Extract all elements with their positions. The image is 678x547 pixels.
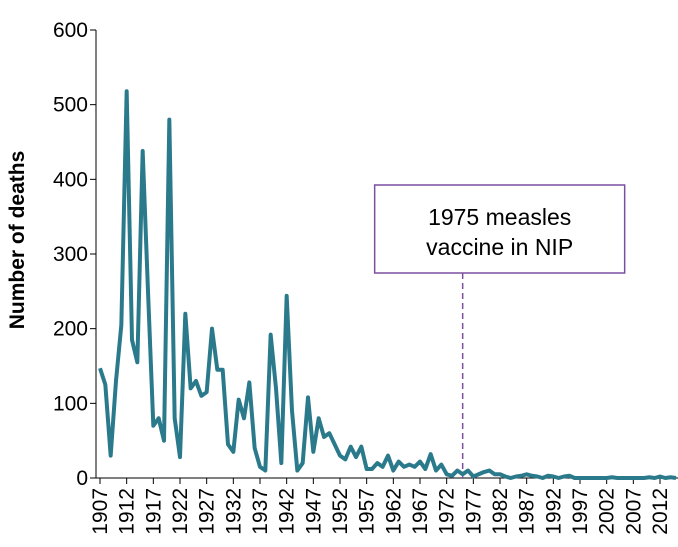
y-axis-label: Number of deaths	[6, 151, 29, 330]
x-tick-label: 1967	[409, 488, 432, 535]
y-tick-label: 500	[53, 94, 88, 117]
annotation-text: vaccine in NIP	[426, 234, 573, 260]
x-tick-label: 1912	[116, 488, 139, 535]
y-tick-label: 400	[53, 168, 88, 191]
x-tick-label: 1937	[249, 488, 272, 535]
annotation-box	[373, 184, 626, 274]
x-tick-label: 1947	[302, 488, 325, 535]
x-tick-label: 1932	[222, 488, 245, 535]
x-tick-label: 1962	[382, 488, 405, 535]
x-tick-label: 1982	[489, 488, 512, 535]
y-tick-label: 0	[76, 467, 88, 490]
x-tick-label: 1917	[142, 488, 165, 535]
data-line	[98, 89, 677, 480]
x-tick-label: 1972	[436, 488, 459, 535]
x-tick-label: 1987	[516, 488, 539, 535]
x-tick-label: 1957	[356, 488, 379, 535]
x-tick-label: 1907	[89, 488, 112, 535]
x-tick-label: 1992	[542, 488, 565, 535]
x-tick-label: 1942	[276, 488, 299, 535]
y-tick-label: 200	[53, 318, 88, 341]
x-tick-label: 1952	[329, 488, 352, 535]
y-tick-label: 300	[53, 243, 88, 266]
x-tick-label: 1927	[196, 488, 219, 535]
y-tick-label: 600	[53, 19, 88, 42]
annotation-text: 1975 measles	[428, 204, 571, 230]
x-tick-label: 2007	[622, 488, 645, 535]
x-tick-label: 2012	[649, 488, 672, 535]
x-tick-label: 2002	[596, 488, 619, 535]
x-tick-label: 1977	[462, 488, 485, 535]
x-tick-label: 1997	[569, 488, 592, 535]
y-tick-label: 100	[53, 392, 88, 415]
x-tick-label: 1922	[169, 488, 192, 535]
